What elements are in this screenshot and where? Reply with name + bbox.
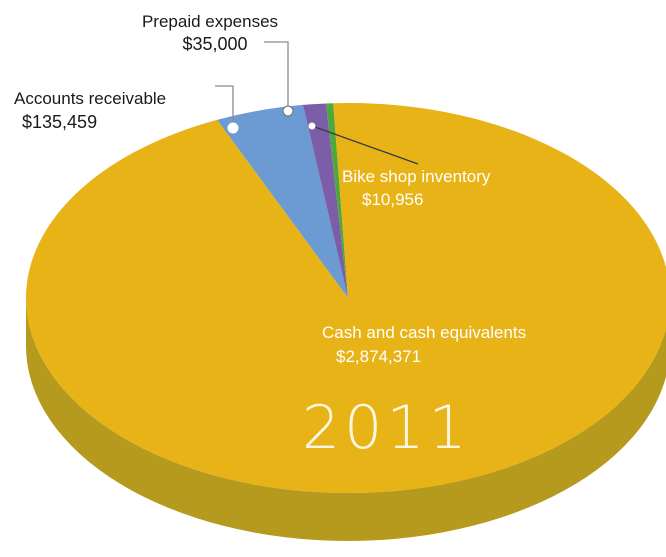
slice-prepaid-expenses <box>302 103 348 298</box>
label-accounts-receivable-value: $135,459 <box>22 112 97 132</box>
slice-accounts-receivable <box>217 104 348 299</box>
label-cash-value: $2,874,371 <box>336 347 421 366</box>
leader-line-bike-shop-inventory <box>311 125 419 165</box>
slice-bike-shop-inventory <box>325 103 348 299</box>
label-bike-shop-inventory-value: $10,956 <box>362 190 423 209</box>
marker-dot-prepaid-expenses <box>282 105 294 117</box>
slice-cash <box>26 102 666 493</box>
label-prepaid-expenses-value: $35,000 <box>182 34 247 54</box>
marker-dot-bike-shop-inventory <box>308 122 316 130</box>
slice-labels: Prepaid expenses $35,000 Accounts receiv… <box>14 12 526 463</box>
label-bike-shop-inventory-name: Bike shop inventory <box>342 167 491 186</box>
label-cash-name: Cash and cash equivalents <box>322 323 526 342</box>
marker-dot-accounts-receivable <box>227 122 239 134</box>
leader-line-accounts-receivable <box>215 85 234 128</box>
leader-lines <box>215 41 419 165</box>
pie-side-extrusion <box>26 298 666 541</box>
label-accounts-receivable-name: Accounts receivable <box>14 89 166 108</box>
leader-line-prepaid-expenses <box>264 41 289 111</box>
label-prepaid-expenses-name: Prepaid expenses <box>142 12 278 31</box>
year-label: 2011 <box>302 393 471 463</box>
